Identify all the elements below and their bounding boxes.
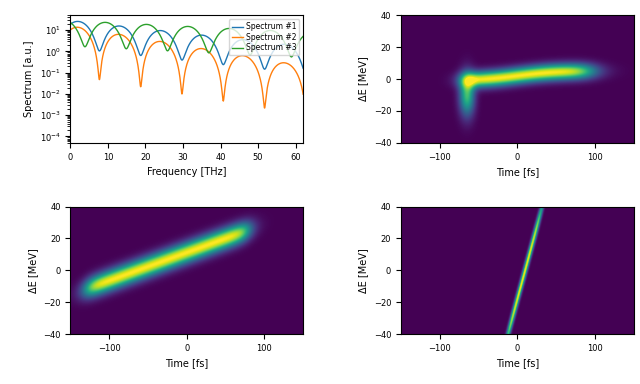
X-axis label: Time [fs]: Time [fs] (165, 358, 209, 368)
Line: Spectrum #1: Spectrum #1 (70, 22, 303, 69)
Spectrum #3 (215, 32, 223, 36)
Line: Spectrum #2: Spectrum #2 (70, 27, 303, 108)
Spectrum #3 (268, 28, 275, 33)
Spectrum #3 (101, 20, 109, 25)
Spectrum #2 (243, 55, 251, 59)
Y-axis label: ΔE [MeV]: ΔE [MeV] (358, 57, 368, 101)
Spectrum #1 (74, 19, 81, 24)
Spectrum #1 (300, 66, 307, 71)
Spectrum #1 (67, 22, 74, 26)
Spectrum #3 (287, 55, 295, 59)
Spectrum #2 (73, 25, 81, 30)
Spectrum #3 (202, 45, 210, 50)
X-axis label: Time [fs]: Time [fs] (495, 167, 539, 177)
Y-axis label: Spectrum [a.u.]: Spectrum [a.u.] (24, 41, 34, 118)
Spectrum #1 (202, 34, 210, 38)
Spectrum #1 (215, 52, 223, 57)
Line: Spectrum #3: Spectrum #3 (70, 22, 303, 57)
Spectrum #3 (208, 45, 216, 50)
Y-axis label: ΔE [MeV]: ΔE [MeV] (28, 248, 38, 293)
Spectrum #1 (81, 22, 89, 26)
Spectrum #3 (243, 48, 251, 52)
X-axis label: Frequency [THz]: Frequency [THz] (147, 167, 227, 177)
Y-axis label: ΔE [MeV]: ΔE [MeV] (358, 248, 368, 293)
Spectrum #3 (81, 45, 88, 49)
Spectrum #3 (300, 34, 307, 39)
Spectrum #2 (300, 92, 307, 96)
Spectrum #2 (261, 106, 269, 110)
Spectrum #2 (215, 70, 223, 74)
Spectrum #3 (67, 20, 74, 25)
Legend: Spectrum #1, Spectrum #2, Spectrum #3: Spectrum #1, Spectrum #2, Spectrum #3 (229, 19, 300, 55)
Spectrum #1 (261, 67, 269, 71)
Spectrum #2 (81, 28, 89, 33)
Spectrum #1 (208, 39, 216, 43)
Spectrum #2 (67, 28, 74, 32)
X-axis label: Time [fs]: Time [fs] (495, 358, 539, 368)
Spectrum #1 (243, 38, 251, 43)
Spectrum #2 (268, 71, 275, 76)
Spectrum #2 (208, 53, 216, 58)
Spectrum #1 (268, 52, 275, 57)
Spectrum #2 (202, 48, 210, 52)
